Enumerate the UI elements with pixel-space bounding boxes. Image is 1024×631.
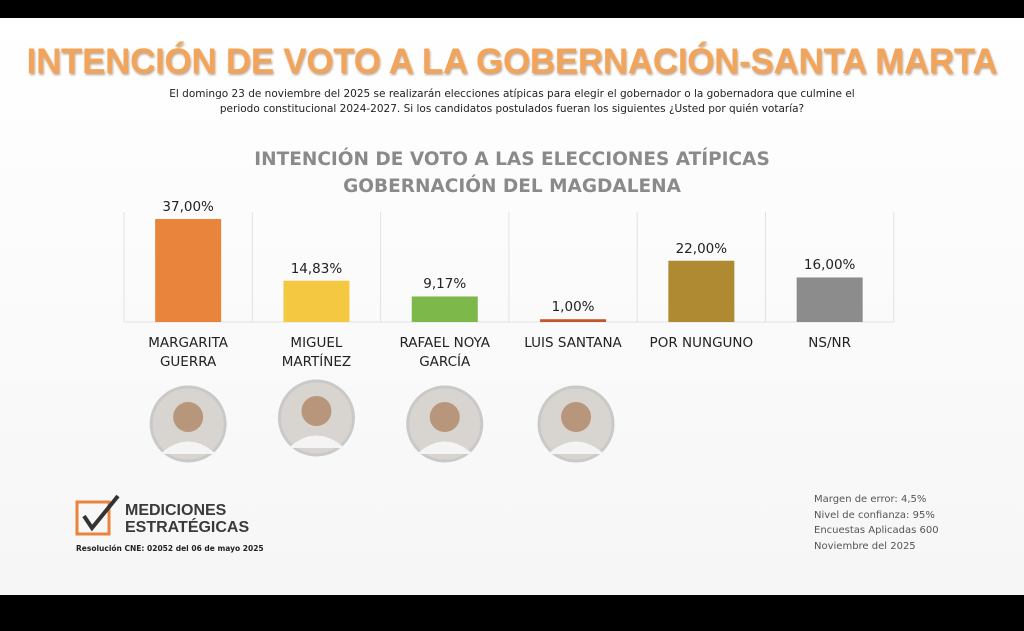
value-label: 37,00%	[162, 199, 214, 215]
value-label: 1,00%	[551, 299, 595, 316]
photo-head	[301, 396, 332, 426]
photo-head	[173, 402, 204, 432]
note: Margen de error: 4,5%	[814, 494, 927, 505]
note: Encuestas Aplicadas 600	[814, 525, 939, 536]
photo-head	[429, 402, 460, 432]
value-label: 9,17%	[423, 276, 467, 293]
infographic: INTENCIÓN DE VOTO A LA GOBERNACIÓN-SANTA…	[0, 18, 1024, 595]
main-title: INTENCIÓN DE VOTO A LA GOBERNACIÓN-SANTA…	[26, 42, 998, 81]
bar	[540, 319, 607, 322]
subtitle: El domingo 23 de noviembre del 2025 se r…	[169, 88, 855, 115]
value-label: 22,00%	[675, 240, 728, 257]
chart-title: INTENCIÓN DE VOTO A LAS ELECCIONES ATÍPI…	[254, 149, 770, 197]
bar	[411, 296, 478, 322]
bar	[668, 260, 735, 322]
photo-body	[288, 435, 345, 448]
category-label: MIGUEL MARTÍNEZ	[281, 335, 352, 370]
note: Nivel de confianza: 95%	[814, 509, 935, 521]
logo-box	[75, 494, 120, 536]
category-label: LUIS SANTANA	[524, 335, 622, 351]
logo-resolution: Resolución CNE: 02052 del 06 de mayo 202…	[76, 544, 264, 553]
bar	[796, 277, 863, 322]
value-label: 14,83%	[290, 260, 343, 277]
logo-name: MEDICIONES ESTRATÉGICAS	[125, 502, 250, 536]
category-label: NS/NR	[808, 335, 851, 351]
category-label: MARGARITA GUERRA	[148, 335, 229, 370]
photo-head	[561, 402, 592, 432]
chart	[75, 212, 895, 536]
value-label: 16,00%	[803, 257, 856, 274]
photo-body	[416, 441, 473, 454]
photo-body	[160, 441, 217, 454]
bar	[155, 219, 222, 322]
photo-body	[548, 441, 605, 454]
category-label: RAFAEL NOYA GARCÍA	[399, 335, 491, 370]
category-label: POR NUNGUNO	[649, 335, 754, 351]
note: Noviembre del 2025	[814, 540, 916, 552]
bar	[283, 280, 350, 322]
